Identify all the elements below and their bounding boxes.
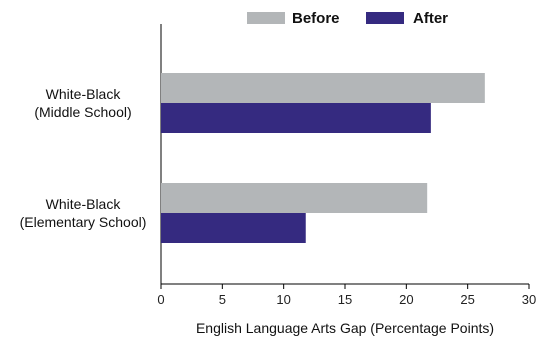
- legend-label-after: After: [413, 10, 448, 27]
- legend-swatch-before: [247, 12, 285, 24]
- bar-before-2: [161, 183, 428, 213]
- category-label: White-Black (Middle School): [34, 86, 131, 120]
- legend-label-before: Before: [292, 10, 340, 27]
- plot-area: [160, 24, 529, 285]
- x-tick-label: 0: [157, 292, 164, 307]
- x-tick-label: 5: [219, 292, 226, 307]
- legend: Before After: [247, 10, 448, 27]
- bar-after-1: [161, 103, 431, 133]
- bar-after-2: [161, 213, 306, 243]
- x-tick-label: 30: [522, 292, 536, 307]
- x-tick-label: 25: [460, 292, 474, 307]
- legend-swatch-after: [366, 12, 404, 24]
- x-axis-title: English Language Arts Gap (Percentage Po…: [196, 320, 494, 336]
- category-labels: White-Black (Middle School) White-Black (El…: [20, 86, 147, 230]
- bar-before-1: [161, 73, 485, 103]
- x-axis: 0 5 10 15 20 25 30: [157, 284, 536, 307]
- category-label: White-Black (Elementary School): [20, 196, 147, 230]
- x-tick-label: 10: [276, 292, 290, 307]
- x-tick-label: 15: [338, 292, 352, 307]
- x-tick-label: 20: [399, 292, 413, 307]
